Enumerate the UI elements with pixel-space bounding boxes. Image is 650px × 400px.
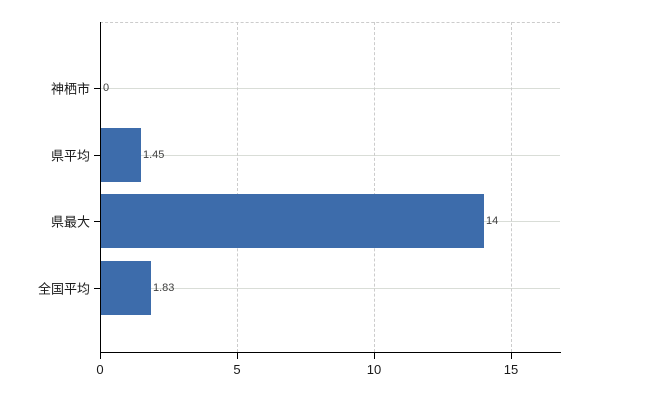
y-axis-tick	[94, 155, 100, 156]
category-label: 県平均	[50, 148, 90, 164]
y-axis-line	[100, 22, 101, 353]
bar	[101, 261, 151, 315]
x-axis-line	[100, 352, 561, 353]
x-axis-tick	[100, 353, 101, 359]
value-label: 0	[103, 82, 110, 94]
x-axis-tick	[237, 353, 238, 359]
category-label: 神栖市	[50, 81, 90, 97]
y-axis-tick	[94, 288, 100, 289]
category-label: 県最大	[50, 214, 90, 230]
bar	[101, 194, 484, 248]
y-axis-tick	[94, 221, 100, 222]
row-gridline	[100, 88, 560, 89]
x-axis-tick	[374, 353, 375, 359]
row-gridline	[100, 288, 560, 289]
value-label: 1.45	[143, 149, 165, 161]
vertical-gridline	[511, 22, 512, 352]
x-tick-label: 10	[366, 362, 382, 377]
row-gridline	[100, 155, 560, 156]
x-tick-label: 5	[233, 362, 241, 377]
y-axis-tick	[94, 88, 100, 89]
vertical-gridline	[374, 22, 375, 352]
x-tick-label: 0	[96, 362, 104, 377]
category-label: 全国平均	[37, 281, 90, 297]
plot-top-border	[100, 22, 560, 23]
x-axis-tick	[511, 353, 512, 359]
x-tick-label: 15	[503, 362, 519, 377]
bar	[101, 128, 141, 182]
value-label: 1.83	[153, 282, 175, 294]
vertical-gridline	[237, 22, 238, 352]
value-label: 14	[486, 215, 499, 227]
